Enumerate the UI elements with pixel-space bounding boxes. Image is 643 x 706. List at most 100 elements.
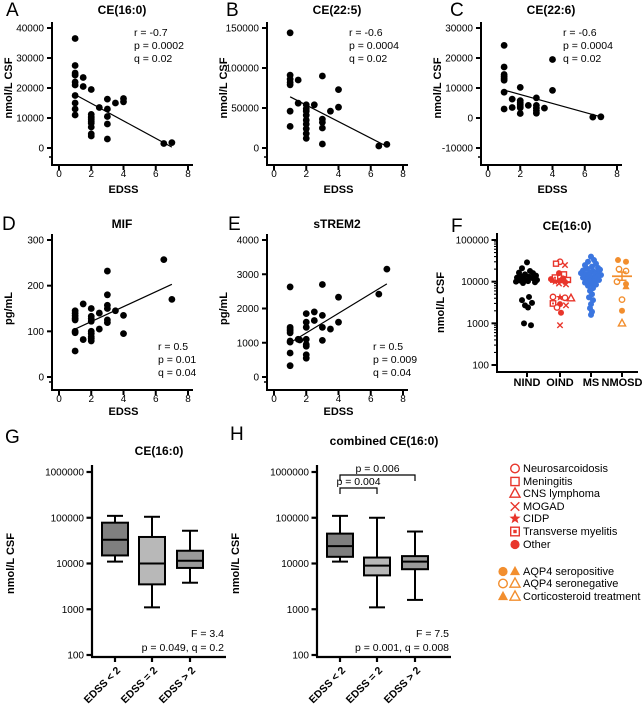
panel-A: CE(16:0) 0 10000 20000 30000 40000 0 2 4 6 8 EDSS nm… [3,3,193,196]
panel-F: CE(16:0) 100 1000 10000 100000 NIND OIND MS NMOS… [435,219,643,389]
svg-text:EDSS: EDSS [324,406,354,418]
panel-label-d: D [2,214,16,235]
svg-text:200: 200 [27,281,44,292]
svg-text:300: 300 [27,236,44,247]
svg-text:100000: 100000 [51,513,85,524]
svg-text:6: 6 [153,169,159,180]
boxplot-ce160-by-edss: CE(16:0) 100 1000 10000 100000 1000000 EDSS < … [5,444,226,706]
svg-text:nmol/L CSF: nmol/L CSF [230,533,242,594]
svg-text:pg/mL: pg/mL [218,292,230,325]
panel-label-h: H [230,424,244,445]
svg-text:150000: 150000 [226,24,260,35]
svg-text:8: 8 [400,394,406,405]
legend-item: Neurosarcoidosis [510,463,608,475]
svg-text:4: 4 [336,394,342,405]
svg-text:0: 0 [56,169,62,180]
svg-text:Other: Other [523,539,551,551]
panel-C: CE(22:6) -10000 0 10000 20000 30000 0 2 4 6 8 EDSS n… [432,3,622,196]
panel-label-c: C [450,0,464,21]
svg-text:2: 2 [303,169,309,180]
svg-text:p = 0.0004: p = 0.0004 [349,40,399,52]
svg-text:4000: 4000 [237,236,260,247]
scatter-strem2-vs-edss: sTREM2 0 1000 2000 3000 4000 0 2 4 6 8 EDSS pg/mL r =… [218,217,417,418]
svg-text:2: 2 [88,394,94,405]
svg-text:CIDP: CIDP [523,513,549,525]
svg-text:0: 0 [467,114,473,125]
svg-text:0: 0 [253,144,259,155]
legend-item: AQP4 seropositive [498,565,614,578]
svg-text:100: 100 [472,361,489,372]
svg-text:20000: 20000 [445,54,473,65]
svg-text:8: 8 [400,169,406,180]
svg-text:EDSS = 2: EDSS = 2 [119,665,160,706]
svg-text:p = 0.006: p = 0.006 [355,463,399,475]
svg-text:0: 0 [271,394,277,405]
svg-text:Transverse myelitis: Transverse myelitis [523,526,618,538]
svg-text:sTREM2: sTREM2 [313,217,361,231]
svg-text:8: 8 [614,169,620,180]
svg-text:AQP4 seropositive: AQP4 seropositive [523,566,614,578]
legend-item: MOGAD [510,501,565,513]
scatter-ce226-vs-edss: CE(22:6) -10000 0 10000 20000 30000 0 2 4 6 8 EDSS n… [432,3,622,196]
svg-text:EDSS < 2: EDSS < 2 [82,665,123,706]
svg-text:q = 0.04: q = 0.04 [373,367,411,379]
svg-text:combined CE(16:0): combined CE(16:0) [330,434,439,448]
svg-text:10000: 10000 [56,559,84,570]
svg-text:NMOSD: NMOSD [602,377,643,389]
svg-text:p = 0.0004: p = 0.0004 [563,40,613,52]
boxplot-combined-ce160-by-edss: combined CE(16:0) 100 1000 10000 100000 10000… [230,434,451,706]
svg-text:100: 100 [27,327,44,338]
svg-text:4: 4 [336,169,342,180]
svg-text:F = 7.5: F = 7.5 [416,628,449,640]
svg-text:40000: 40000 [16,24,44,35]
svg-text:EDSS = 2: EDSS = 2 [344,665,385,706]
svg-text:EDSS: EDSS [109,406,139,418]
svg-text:10000: 10000 [461,277,489,288]
svg-text:q = 0.04: q = 0.04 [158,367,196,379]
panel-H: combined CE(16:0) 100 1000 10000 100000 10000… [230,434,451,706]
svg-text:2: 2 [517,169,523,180]
svg-text:p = 0.009: p = 0.009 [373,354,417,366]
scatter-mif-vs-edss: MIF 0 100 200 300 0 2 4 6 8 EDSS pg/mL r = 0.5p = 0.… [3,217,196,418]
svg-text:Meningitis: Meningitis [523,476,573,488]
svg-text:6: 6 [368,169,374,180]
svg-text:4: 4 [121,169,127,180]
legend-item: CNS lymphoma [508,486,601,500]
svg-text:NIND: NIND [514,377,541,389]
svg-text:CE(16:0): CE(16:0) [98,3,147,17]
svg-text:r = -0.7: r = -0.7 [134,27,168,39]
panel-label-f: F [451,216,463,237]
svg-text:q = 0.02: q = 0.02 [563,53,601,65]
svg-text:MS: MS [583,377,600,389]
legend-item: AQP4 seronegative [498,576,618,590]
svg-text:1000: 1000 [467,319,490,330]
svg-text:0: 0 [56,394,62,405]
panel-label-g: G [5,427,20,448]
panel-label-e: E [228,214,241,235]
legend-item: Transverse myelitis [510,526,618,538]
scatter-ce160-vs-edss: CE(16:0) 0 10000 20000 30000 40000 0 2 4 6 8 EDSS nm… [3,3,193,196]
svg-text:nmol/L CSF: nmol/L CSF [432,57,444,118]
svg-text:1000: 1000 [287,605,310,616]
svg-text:p = 0.0002: p = 0.0002 [134,40,184,52]
svg-text:2000: 2000 [237,304,260,315]
svg-text:-10000: -10000 [442,144,474,155]
svg-text:EDSS > 2: EDSS > 2 [382,665,423,706]
svg-text:20000: 20000 [16,84,44,95]
dotplot-ce160-by-diagnosis: CE(16:0) 100 1000 10000 100000 NIND OIND MS NMOS… [435,219,643,389]
svg-text:Corticosteroid treatment: Corticosteroid treatment [523,591,640,603]
svg-text:r = 0.5: r = 0.5 [158,341,188,353]
panel-E: sTREM2 0 1000 2000 3000 4000 0 2 4 6 8 EDSS pg/mL r =… [218,217,417,418]
svg-text:100: 100 [292,651,309,662]
svg-text:6: 6 [368,394,374,405]
svg-text:q = 0.02: q = 0.02 [134,53,172,65]
svg-text:6: 6 [153,394,159,405]
svg-text:EDSS: EDSS [538,184,568,196]
svg-text:1000: 1000 [237,338,260,349]
svg-text:10000: 10000 [16,114,44,125]
panel-G: CE(16:0) 100 1000 10000 100000 1000000 EDSS < … [5,444,226,706]
panel-label-b: B [226,0,239,21]
svg-text:10000: 10000 [281,559,309,570]
